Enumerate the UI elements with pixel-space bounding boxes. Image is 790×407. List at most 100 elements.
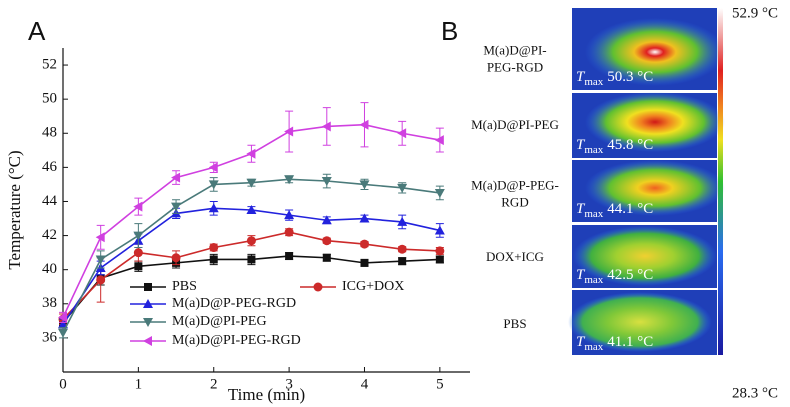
marker [321,215,332,225]
heat-spot [585,92,725,152]
tmax-symbol: T [576,267,586,283]
y-tick-label: 40 [42,261,57,277]
marker [58,328,68,338]
x-axis-title: Time (min) [228,385,305,404]
y-tick-label: 52 [42,56,57,72]
marker [208,203,219,213]
marker [284,126,294,137]
row-label: M(a)D@PI-PEG [471,117,559,132]
tmax-subscript: max [584,341,603,353]
tmax-subscript: max [584,274,603,286]
marker [133,248,143,258]
marker [171,202,182,212]
tmax-label: Tmax 41.1 °C [576,334,653,352]
heat-spot [585,18,725,86]
marker [397,183,408,193]
marker [322,253,331,262]
marker [246,205,257,214]
row-label: RGD [501,194,528,209]
y-tick-label: 46 [42,159,58,175]
marker [359,213,370,223]
panel-label: A [28,16,46,46]
heat-spot [573,226,717,286]
heat-spot [585,160,725,216]
legend-label: PBS [172,279,197,294]
marker [321,177,332,187]
tmax-subscript: max [584,208,603,220]
legend-label: ICG+DOX [342,279,404,294]
tmax-label: Tmax 45.8 °C [576,137,653,155]
y-tick-label: 36 [42,329,58,345]
tmax-value: 41.1 °C [607,334,653,350]
tmax-value: 45.8 °C [607,137,653,153]
marker [144,283,152,291]
tmax-symbol: T [576,137,586,153]
marker [171,253,181,263]
row-label: PEG-RGD [487,59,543,74]
heat-spot [568,292,712,352]
color-bar [718,8,723,355]
x-tick-label: 4 [361,376,369,392]
x-tick-label: 5 [436,376,444,392]
marker [247,255,256,264]
x-tick-label: 1 [135,376,143,392]
tmax-label: Tmax 44.1 °C [576,201,653,219]
y-axis-title: Temperature (°C) [5,150,24,269]
legend-label: M(a)D@PI-PEG-RGD [172,333,301,348]
marker [143,299,153,308]
marker [284,210,295,220]
marker [397,216,408,226]
tmax-symbol: T [576,201,586,217]
marker [133,201,143,212]
marker [397,244,407,254]
marker [360,258,369,267]
marker [209,243,219,253]
row-label: M(a)D@PI- [483,42,546,57]
row-label: PBS [503,316,526,331]
thermal-images [568,8,725,355]
row-label: DOX+ICG [486,249,544,264]
marker [321,121,331,132]
marker [285,252,294,261]
marker [397,128,407,139]
marker [246,148,256,159]
marker [284,227,294,237]
marker [434,225,445,235]
legend-label: M(a)D@PI-PEG [172,314,267,329]
x-tick-label: 2 [210,376,218,392]
x-tick-label: 3 [285,376,293,392]
marker [58,312,67,323]
marker [246,236,256,246]
marker [143,336,152,346]
marker [171,172,181,183]
scale-min: 28.3 °C [732,385,778,401]
marker [209,255,218,264]
x-tick-label: 0 [59,376,67,392]
y-tick-label: 50 [42,91,57,107]
marker [434,135,444,146]
marker [359,180,370,190]
scale-max: 52.9 °C [732,5,778,21]
marker [208,162,218,173]
marker [246,178,257,188]
row-label: M(a)D@P-PEG- [471,177,559,192]
marker [359,239,369,249]
marker [143,318,153,327]
tmax-label: Tmax 42.5 °C [576,267,653,285]
tmax-subscript: max [584,76,603,88]
marker [208,180,219,190]
tmax-subscript: max [584,144,603,156]
legend-label: M(a)D@P-PEG-RGD [172,296,296,311]
marker [134,262,143,271]
tmax-symbol: T [576,334,586,350]
marker [435,255,444,264]
marker [313,282,323,292]
marker [95,232,105,243]
marker [284,175,295,185]
marker [58,319,68,329]
y-tick-label: 48 [42,125,57,141]
marker [435,246,445,256]
y-tick-label: 42 [42,227,57,243]
